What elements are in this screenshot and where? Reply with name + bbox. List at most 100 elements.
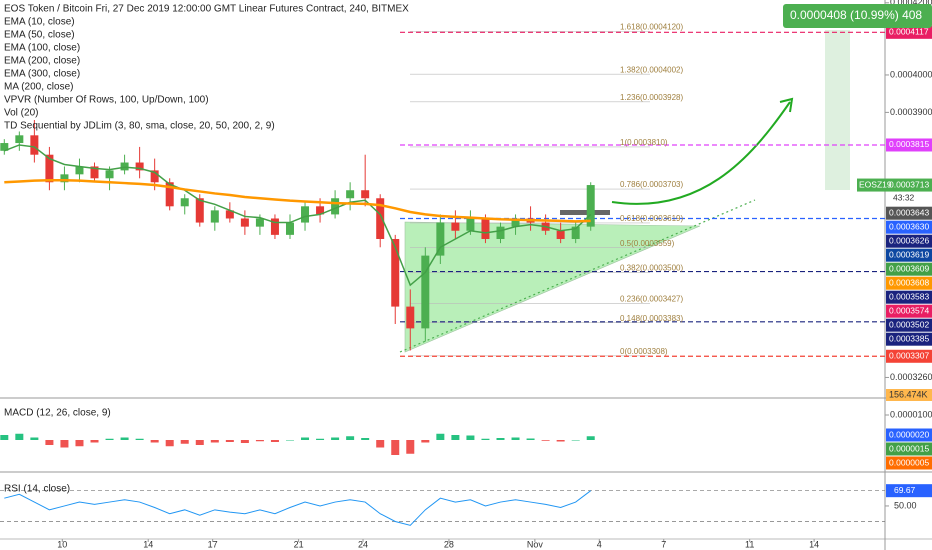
fib-label: 1.236(0.0003928) (620, 93, 684, 102)
macd-bar (376, 440, 385, 448)
candle-body (120, 162, 129, 171)
volume-tag-label: 156.474K (889, 389, 928, 399)
price-tag (886, 276, 932, 290)
candle-body (316, 206, 325, 215)
price-tag (886, 304, 932, 318)
macd-bar (195, 440, 204, 445)
candle-body (361, 190, 370, 199)
chart-title: EOS Token / Bitcoin Fri, 27 Dec 2019 12:… (4, 4, 409, 15)
candle-body (225, 210, 234, 219)
price-tag-label: 0.0003619 (889, 249, 929, 259)
price-tag-label: 0.0004117 (889, 27, 929, 37)
candle-body (496, 226, 505, 239)
projection-arrow (611, 101, 791, 205)
macd-bar (150, 440, 159, 443)
change-text: 0.0000408 (10.99%) 408 (790, 8, 922, 22)
macd-bar (120, 437, 129, 440)
indicator-label: Vol (20) (4, 108, 38, 119)
countdown: 43:32 (893, 192, 915, 202)
candle-body (466, 218, 475, 231)
arrow-head (779, 97, 794, 113)
indicator-label: VPVR (Number Of Rows, 100, Up/Down, 100) (4, 95, 209, 106)
x-tick-label: 21 (294, 539, 304, 549)
candle-body (511, 218, 520, 227)
fib-label: 0.786(0.0003703) (620, 180, 684, 189)
macd-bar (556, 440, 565, 442)
price-tag (886, 318, 932, 332)
macd-bar (45, 440, 54, 445)
indicator-label: TD Sequential by JDLim (3, 80, sma, clos… (4, 121, 275, 132)
macd-bar (346, 436, 355, 440)
candle-body (301, 206, 310, 223)
price-tag (886, 248, 932, 262)
change-box (783, 4, 932, 28)
macd-title: MACD (12, 26, close, 9) (4, 408, 111, 419)
range-box (560, 210, 610, 215)
candle-body (240, 218, 249, 227)
fib-label: 0.5(0.0003559) (620, 239, 675, 248)
price-tag (886, 290, 932, 304)
projection-zone (825, 30, 850, 190)
candle-body (150, 170, 159, 183)
macd-tag (886, 456, 932, 470)
y-tick-label: 0.0003260 (890, 372, 932, 382)
rsi-line (4, 490, 592, 526)
candle-body (135, 162, 144, 171)
candle-body (331, 198, 340, 215)
macd-bar (75, 440, 84, 447)
candle-body (421, 255, 430, 329)
price-tag-label: 0.0003815 (889, 139, 929, 149)
macd-bar (270, 440, 279, 442)
macd-bar (60, 440, 69, 448)
y-tick-label: 0.0003900 (890, 107, 932, 117)
candle-body (285, 222, 294, 235)
macd-bar (90, 440, 99, 443)
x-tick-label: 17 (208, 539, 218, 549)
price-tag-label: 0.0003502 (889, 319, 929, 329)
macd-bar (466, 435, 475, 440)
price-tag-label: 0.0003574 (889, 305, 929, 315)
candle-body (45, 154, 54, 183)
macd-bar (526, 438, 535, 440)
macd-tag-label: 0.0000020 (889, 429, 929, 439)
price-tag (886, 262, 932, 276)
moving-average (4, 144, 592, 287)
macd-bar (210, 440, 219, 443)
candle-body (60, 174, 69, 183)
macd-bar (331, 437, 340, 440)
candle-body (90, 166, 99, 179)
trend-line (399, 199, 756, 353)
macd-bar (105, 438, 114, 440)
price-tag (886, 349, 932, 363)
candle-body (165, 182, 174, 207)
y-tick-label: 0.0004000 (890, 69, 932, 79)
price-tag-label: 0.0003608 (889, 277, 929, 287)
macd-bar (255, 440, 264, 442)
price-tag-label: 0.0003385 (889, 333, 929, 343)
macd-bar (285, 440, 294, 441)
macd-bar (541, 440, 550, 441)
candle-body (571, 226, 580, 239)
candle-body (105, 170, 114, 179)
x-tick-label: 14 (809, 539, 819, 549)
price-tag (886, 206, 932, 220)
candle-body (75, 166, 84, 175)
fib-label: 1(0.0003810) (620, 138, 668, 147)
indicator-label: MA (200, close) (4, 82, 73, 93)
macd-bar (15, 433, 24, 440)
indicator-label: EMA (300, close) (4, 69, 80, 80)
macd-tag (886, 428, 932, 442)
macd-bar (30, 437, 39, 440)
fib-label: 0.382(0.0003500) (620, 264, 684, 273)
price-tag (886, 138, 932, 152)
macd-bar (571, 440, 580, 441)
macd-tick-label: 0.0000100 (890, 409, 932, 419)
price-tag-label: 0.0003643 (889, 207, 929, 217)
x-tick-label: Nov (527, 539, 544, 549)
macd-bar (406, 440, 415, 454)
fib-label: 0(0.0003308) (620, 347, 668, 356)
x-tick-label: 11 (745, 539, 754, 549)
macd-tag-label: 0.0000015 (889, 443, 929, 453)
